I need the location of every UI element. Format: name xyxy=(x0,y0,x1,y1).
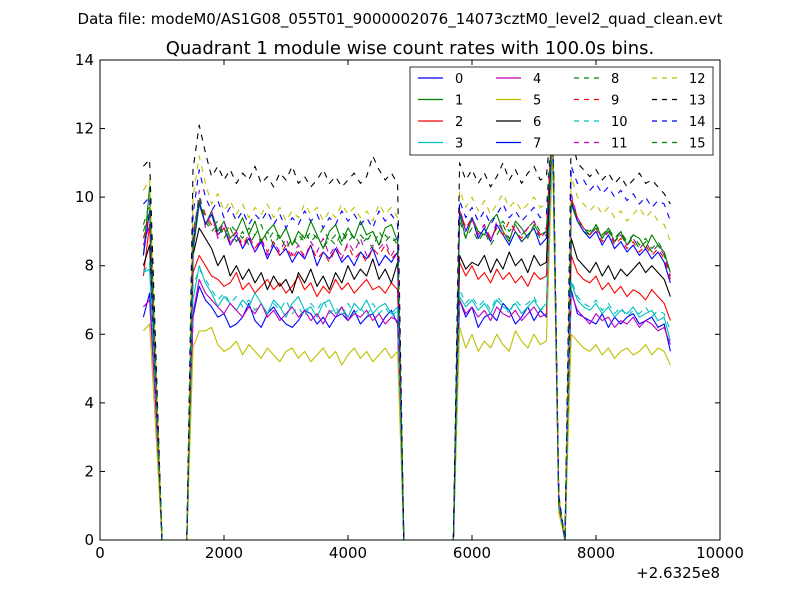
legend-label-2: 2 xyxy=(455,115,463,130)
x-tick-label: 0 xyxy=(95,544,105,562)
chart-title: Quadrant 1 module wise count rates with … xyxy=(166,38,655,59)
y-tick-label: 10 xyxy=(75,188,94,206)
legend-label-5: 5 xyxy=(533,94,541,109)
x-tick-label: 4000 xyxy=(329,544,367,562)
legend-label-11: 11 xyxy=(611,137,628,152)
legend-label-6: 6 xyxy=(533,115,541,130)
x-axis-offset-label: +2.6325e8 xyxy=(636,564,720,582)
series-line-12 xyxy=(142,110,671,541)
legend-label-10: 10 xyxy=(611,115,628,130)
legend-label-7: 7 xyxy=(533,137,541,152)
y-tick-label: 4 xyxy=(84,394,94,412)
legend-label-12: 12 xyxy=(689,72,706,87)
y-tick-label: 8 xyxy=(84,257,94,275)
legend-box xyxy=(409,66,714,156)
y-tick-label: 0 xyxy=(84,531,94,549)
legend-label-15: 15 xyxy=(689,137,706,152)
x-tick-label: 10000 xyxy=(696,544,744,562)
y-tick-label: 14 xyxy=(75,51,94,69)
y-tick-label: 12 xyxy=(75,120,94,138)
legend-label-9: 9 xyxy=(611,94,619,109)
legend-label-8: 8 xyxy=(611,72,619,87)
figure-suptitle: Data file: modeM0/AS1G08_055T01_90000020… xyxy=(78,10,723,29)
legend-label-1: 1 xyxy=(455,94,463,109)
x-tick-label: 6000 xyxy=(453,544,491,562)
legend-label-0: 0 xyxy=(455,72,463,87)
legend-label-4: 4 xyxy=(533,72,541,87)
y-tick-label: 2 xyxy=(84,462,94,480)
legend-label-14: 14 xyxy=(689,115,706,130)
y-tick-label: 6 xyxy=(84,325,94,343)
series-line-11 xyxy=(142,117,671,541)
series-line-13 xyxy=(142,107,671,541)
x-tick-label: 8000 xyxy=(577,544,615,562)
x-tick-label: 2000 xyxy=(205,544,243,562)
legend-label-13: 13 xyxy=(689,94,706,109)
series-line-9 xyxy=(142,114,671,541)
legend-label-3: 3 xyxy=(455,137,463,152)
plot-frame xyxy=(99,59,721,541)
